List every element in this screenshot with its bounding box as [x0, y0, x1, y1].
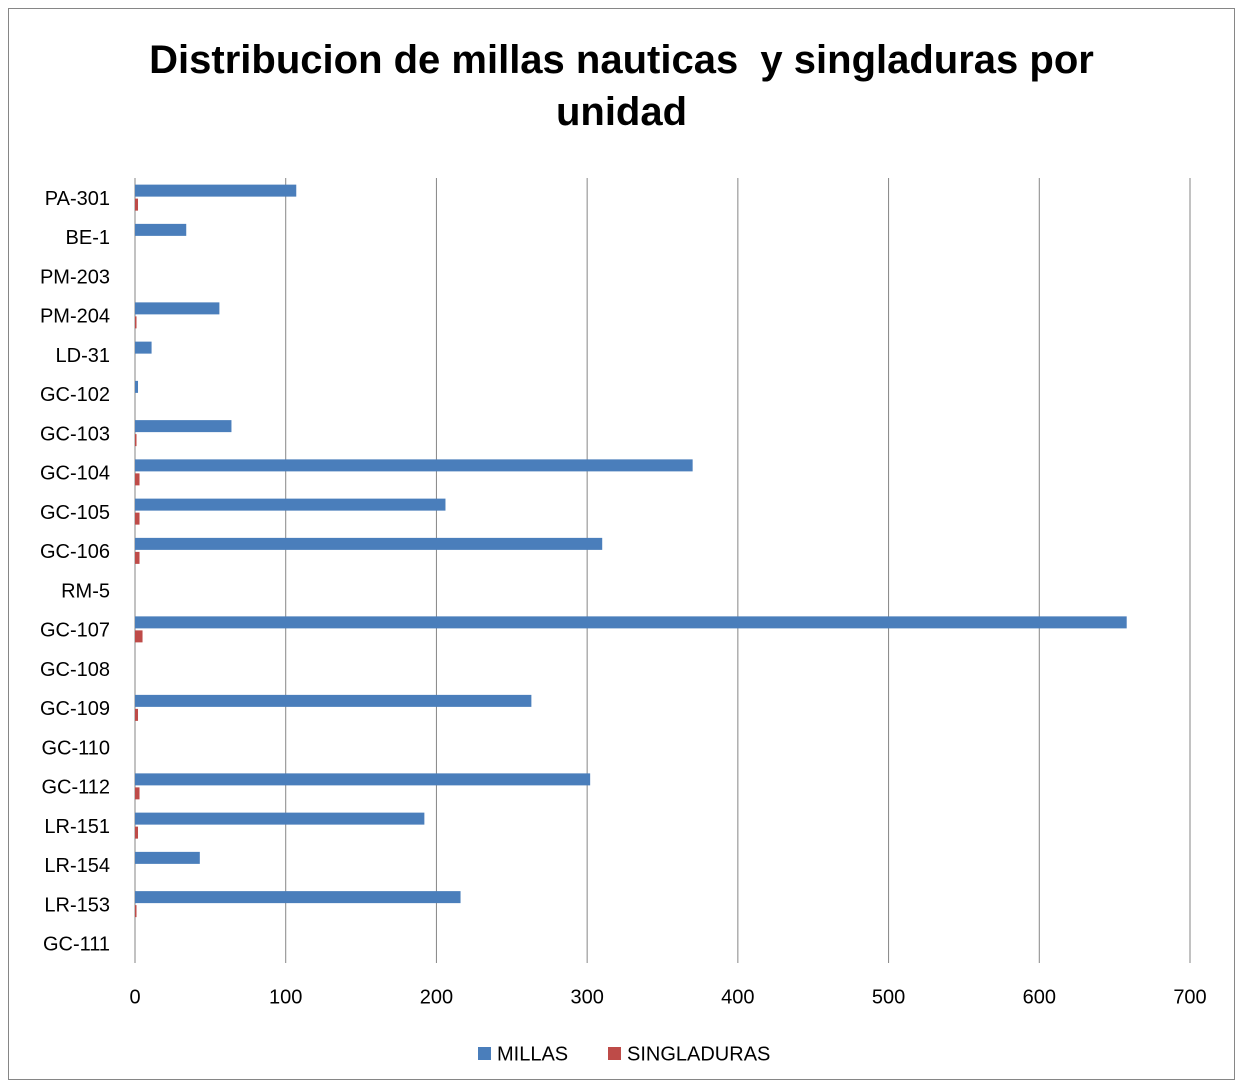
bar [135, 420, 232, 433]
bar [135, 708, 139, 721]
y-tick-label: PM-204 [40, 306, 110, 328]
x-tick-label: 200 [420, 986, 453, 1008]
y-tick-label: GC-105 [40, 502, 110, 524]
bar [135, 905, 137, 918]
x-tick-label: 400 [721, 986, 754, 1008]
chart-border [8, 8, 1235, 1080]
x-tick-label: 500 [872, 986, 905, 1008]
x-tick-label: 100 [269, 986, 302, 1008]
y-tick-label: LR-151 [44, 816, 110, 838]
y-tick-label: PM-203 [40, 266, 110, 288]
y-tick-label: GC-106 [40, 541, 110, 563]
chart-title: Distribucion de millas nauticas y singla… [149, 38, 1105, 134]
y-tick-label: GC-103 [40, 423, 110, 445]
y-tick-label: GC-110 [41, 737, 110, 759]
bar [135, 630, 143, 643]
bar [135, 198, 139, 211]
bar [135, 434, 137, 447]
bar [135, 341, 152, 354]
x-tick-label: 600 [1023, 986, 1056, 1008]
bar [135, 459, 693, 472]
bar [135, 773, 591, 786]
y-tick-label: RM-5 [61, 580, 110, 602]
bar [135, 694, 532, 707]
y-tick-label: LD-31 [56, 345, 110, 367]
x-tick-label: 700 [1173, 986, 1206, 1008]
bar [135, 316, 137, 329]
y-tick-label: GC-104 [40, 463, 110, 485]
bar [135, 498, 446, 511]
y-tick-label: GC-107 [40, 620, 110, 642]
y-tick-label: GC-111 [43, 934, 110, 956]
bar [135, 537, 603, 550]
y-tick-label: LR-154 [44, 855, 110, 877]
bar [135, 616, 1127, 629]
bar [135, 512, 140, 525]
x-tick-label: 300 [570, 986, 603, 1008]
bar [135, 302, 220, 315]
bar [135, 551, 140, 564]
y-tick-label: GC-109 [40, 698, 110, 720]
bar [135, 851, 200, 864]
bar [135, 826, 139, 839]
bar [135, 787, 140, 800]
y-tick-label: LR-153 [44, 894, 110, 916]
legend-swatch [478, 1047, 491, 1060]
bar [135, 812, 425, 825]
bar [135, 223, 187, 236]
x-tick-label: 0 [129, 986, 140, 1008]
y-tick-label: GC-102 [40, 384, 110, 406]
y-tick-label: GC-108 [40, 659, 110, 681]
legend-label: MILLAS [497, 1043, 568, 1065]
bar [135, 891, 461, 904]
legend-label: SINGLADURAS [627, 1043, 770, 1065]
bar [135, 473, 140, 486]
y-tick-label: GC-112 [41, 777, 110, 799]
bar [135, 380, 139, 393]
bar [135, 184, 297, 197]
y-tick-label: BE-1 [66, 227, 110, 249]
y-tick-label: PA-301 [45, 188, 110, 210]
legend-swatch [608, 1047, 621, 1060]
